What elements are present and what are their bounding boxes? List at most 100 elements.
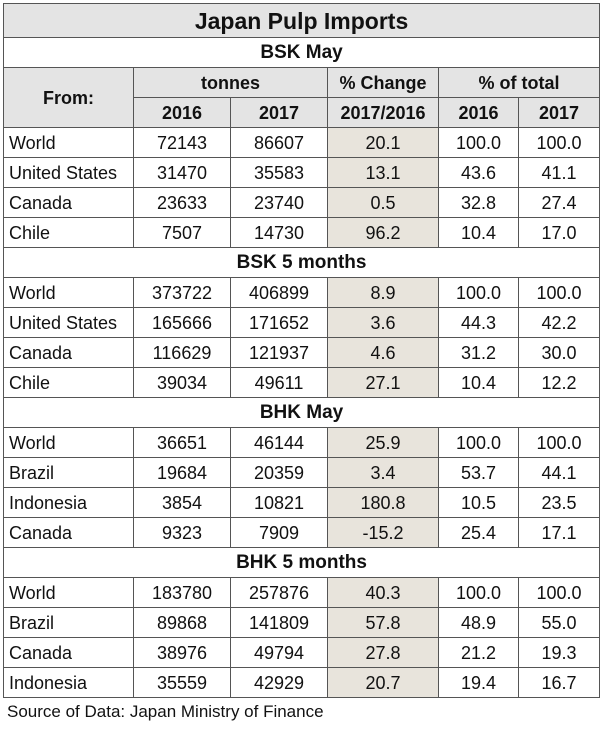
pct-change-cell: 180.8 bbox=[327, 487, 439, 518]
pct-total-2016-cell: 19.4 bbox=[438, 667, 519, 698]
country-cell: Indonesia bbox=[3, 487, 134, 518]
pct-total-2016-cell: 25.4 bbox=[438, 517, 519, 548]
tonnes-2017-cell: 121937 bbox=[230, 337, 328, 368]
pct-total-2016-cell: 10.5 bbox=[438, 487, 519, 518]
pct-2016-header: 2016 bbox=[438, 97, 519, 128]
tonnes-2016-cell: 116629 bbox=[133, 337, 231, 368]
tonnes-2016-cell: 183780 bbox=[133, 577, 231, 608]
tonnes-2016-cell: 31470 bbox=[133, 157, 231, 188]
tonnes-2017-cell: 10821 bbox=[230, 487, 328, 518]
pct-change-cell: 3.6 bbox=[327, 307, 439, 338]
pulp-imports-report: Japan Pulp Imports BSK May From: tonnes% C… bbox=[2, 3, 601, 722]
pct-change-cell: 4.6 bbox=[327, 337, 439, 368]
source-note: Source of Data: Japan Ministry of Financ… bbox=[7, 702, 324, 721]
tonnes-2017-cell: 14730 bbox=[230, 217, 328, 248]
table-row: World 36651 46144 25.9 100.0 100.0 bbox=[3, 427, 601, 458]
pct-total-2017-cell: 100.0 bbox=[517, 277, 601, 308]
section-header-row: BSK 5 months bbox=[2, 247, 601, 278]
table-row: World 183780 257876 40.3 100.0 100.0 bbox=[3, 577, 601, 608]
pct-total-2017-cell: 100.0 bbox=[517, 577, 601, 608]
section-header-row: BHK 5 months bbox=[2, 547, 601, 578]
pct-total-2016-cell: 10.4 bbox=[438, 217, 519, 248]
column-header-row-1: From: tonnes% Change% of total bbox=[3, 67, 601, 128]
table-body: Japan Pulp Imports BSK May From: tonnes% C… bbox=[2, 3, 601, 698]
country-cell: Canada bbox=[3, 517, 134, 548]
tonnes-header: tonnes bbox=[133, 67, 328, 98]
pct-total-2017-cell: 44.1 bbox=[517, 457, 601, 488]
country-cell: Canada bbox=[3, 637, 134, 668]
tonnes-2016-cell: 72143 bbox=[133, 127, 231, 158]
tonnes-2017-cell: 257876 bbox=[230, 577, 328, 608]
tonnes-2017-cell: 35583 bbox=[230, 157, 328, 188]
pct-total-2017-cell: 55.0 bbox=[517, 607, 601, 638]
pct-change-cell: 27.1 bbox=[327, 367, 439, 398]
pct-change-cell: 8.9 bbox=[327, 277, 439, 308]
title-row: Japan Pulp Imports bbox=[2, 3, 601, 38]
pct-total-2017-cell: 17.0 bbox=[517, 217, 601, 248]
pct-total-2016-cell: 48.9 bbox=[438, 607, 519, 638]
tonnes-2017-cell: 49794 bbox=[230, 637, 328, 668]
tonnes-2017-cell: 141809 bbox=[230, 607, 328, 638]
table-row: Canada 9323 7909 -15.2 25.4 17.1 bbox=[3, 517, 601, 548]
pct-total-2016-cell: 100.0 bbox=[438, 427, 519, 458]
tonnes-2016-cell: 7507 bbox=[133, 217, 231, 248]
pct-change-cell: 27.8 bbox=[327, 637, 439, 668]
tonnes-2017-cell: 171652 bbox=[230, 307, 328, 338]
tonnes-2017-header: 2017 bbox=[230, 97, 328, 128]
pct-total-2017-cell: 100.0 bbox=[517, 427, 601, 458]
table-row: Canada 23633 23740 0.5 32.8 27.4 bbox=[3, 187, 601, 218]
country-cell: Canada bbox=[3, 187, 134, 218]
pct-total-2016-cell: 31.2 bbox=[438, 337, 519, 368]
tonnes-2016-cell: 373722 bbox=[133, 277, 231, 308]
pct-total-2016-cell: 32.8 bbox=[438, 187, 519, 218]
tonnes-2016-cell: 3854 bbox=[133, 487, 231, 518]
pct-2017-header: 2017 bbox=[517, 97, 601, 128]
table-row: Chile 7507 14730 96.2 10.4 17.0 bbox=[3, 217, 601, 248]
pct-total-2017-cell: 23.5 bbox=[517, 487, 601, 518]
country-cell: World bbox=[3, 277, 134, 308]
country-cell: United States bbox=[3, 157, 134, 188]
country-cell: Canada bbox=[3, 337, 134, 368]
section-title: BHK 5 months bbox=[2, 547, 601, 578]
table-row: Brazil 89868 141809 57.8 48.9 55.0 bbox=[3, 607, 601, 638]
country-cell: Chile bbox=[3, 217, 134, 248]
section-title: BSK 5 months bbox=[2, 247, 601, 278]
pct-total-2016-cell: 53.7 bbox=[438, 457, 519, 488]
table-row: United States 165666 171652 3.6 44.3 42.2 bbox=[3, 307, 601, 338]
pct-total-2016-cell: 10.4 bbox=[438, 367, 519, 398]
country-cell: Indonesia bbox=[3, 667, 134, 698]
pct-total-2017-cell: 19.3 bbox=[517, 637, 601, 668]
table-title: Japan Pulp Imports bbox=[2, 3, 601, 38]
pct-total-2017-cell: 17.1 bbox=[517, 517, 601, 548]
table-row: Brazil 19684 20359 3.4 53.7 44.1 bbox=[3, 457, 601, 488]
pct-total-2016-cell: 100.0 bbox=[438, 127, 519, 158]
tonnes-2016-cell: 35559 bbox=[133, 667, 231, 698]
pct-change-cell: 3.4 bbox=[327, 457, 439, 488]
tonnes-2017-cell: 7909 bbox=[230, 517, 328, 548]
column-header-row-2: 2016 2017 2017/2016 2016 2017 bbox=[4, 97, 601, 128]
tonnes-2017-cell: 20359 bbox=[230, 457, 328, 488]
pct-change-header: % Change bbox=[327, 67, 439, 98]
pct-change-cell: 96.2 bbox=[327, 217, 439, 248]
country-cell: World bbox=[3, 577, 134, 608]
table-row: Chile 39034 49611 27.1 10.4 12.2 bbox=[3, 367, 601, 398]
pct-total-2017-cell: 16.7 bbox=[517, 667, 601, 698]
pct-total-2016-cell: 44.3 bbox=[438, 307, 519, 338]
pct-total-2017-cell: 27.4 bbox=[517, 187, 601, 218]
tonnes-2017-cell: 23740 bbox=[230, 187, 328, 218]
tonnes-2017-cell: 406899 bbox=[230, 277, 328, 308]
table-row: United States 31470 35583 13.1 43.6 41.1 bbox=[3, 157, 601, 188]
table-row: World 373722 406899 8.9 100.0 100.0 bbox=[3, 277, 601, 308]
table-row: Canada 116629 121937 4.6 31.2 30.0 bbox=[3, 337, 601, 368]
section-header-row: BHK May bbox=[2, 397, 601, 428]
section-header-row: BSK May bbox=[2, 37, 601, 68]
section-title: BHK May bbox=[2, 397, 601, 428]
from-header: From: bbox=[3, 67, 134, 128]
pct-change-cell: 13.1 bbox=[327, 157, 439, 188]
tonnes-2016-cell: 38976 bbox=[133, 637, 231, 668]
pct-total-2017-cell: 42.2 bbox=[517, 307, 601, 338]
tonnes-2016-cell: 36651 bbox=[133, 427, 231, 458]
country-cell: Brazil bbox=[3, 607, 134, 638]
tonnes-2016-header: 2016 bbox=[133, 97, 231, 128]
tonnes-2016-cell: 19684 bbox=[133, 457, 231, 488]
